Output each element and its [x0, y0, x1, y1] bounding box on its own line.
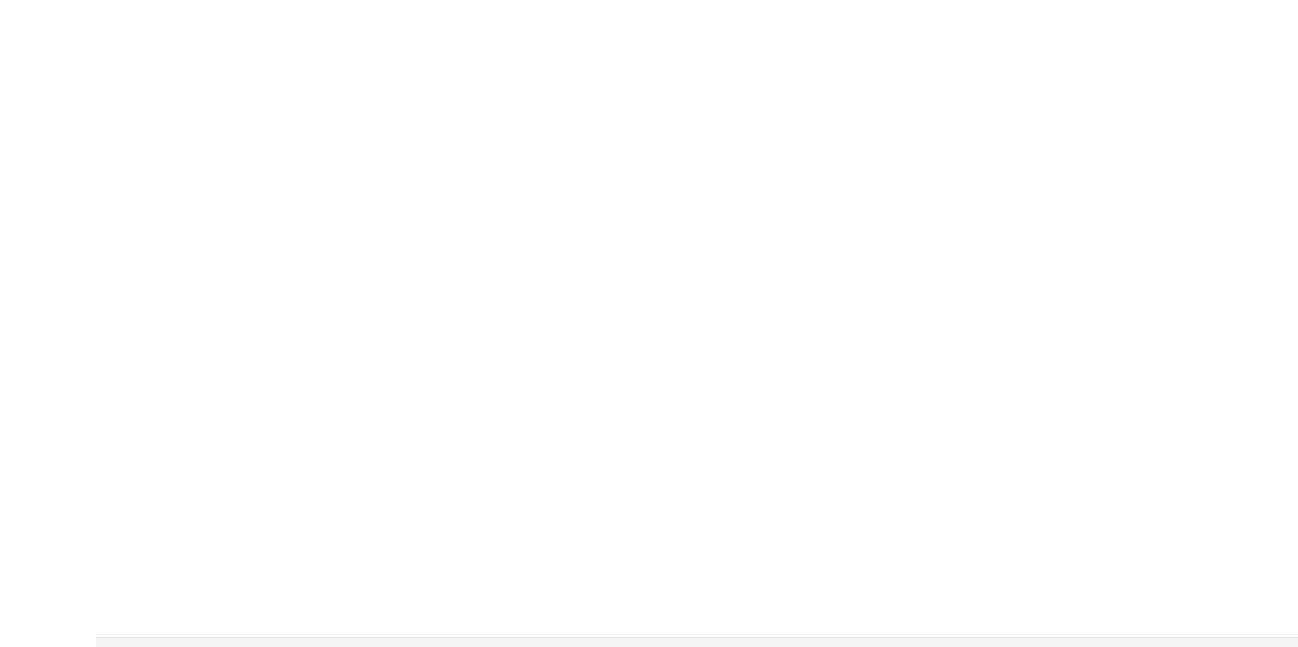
word-cloud-svg	[0, 0, 960, 630]
next-cell-strip	[96, 637, 1298, 647]
word-cloud	[0, 0, 960, 634]
